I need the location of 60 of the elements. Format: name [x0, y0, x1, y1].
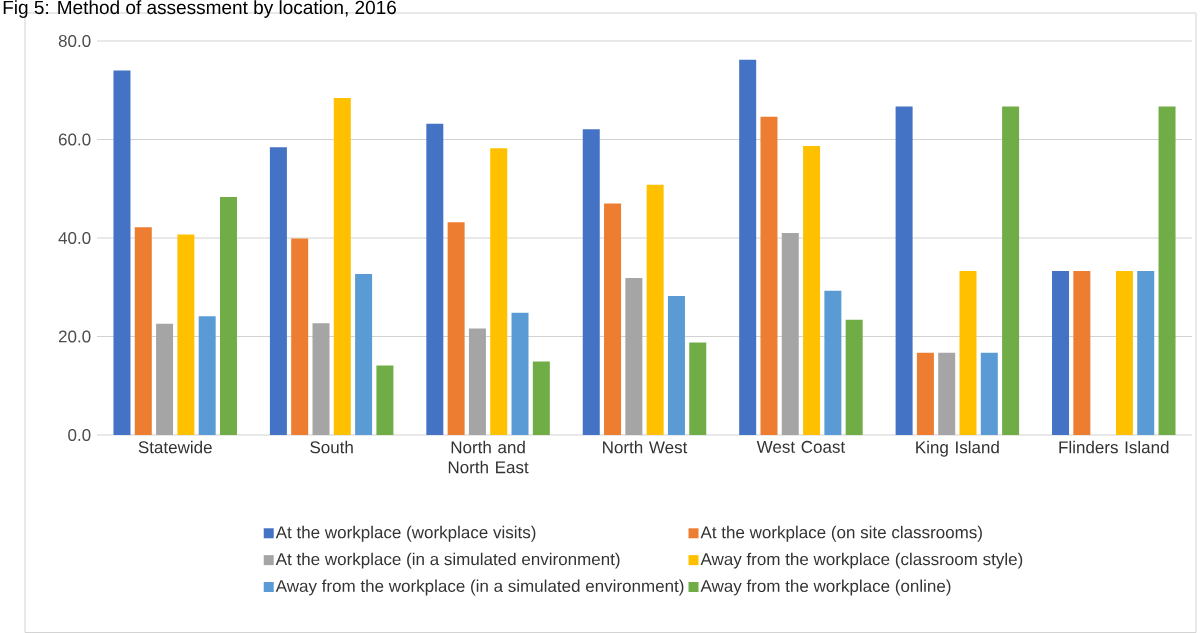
bar — [980, 352, 998, 435]
x-tick-label: North and North East — [448, 440, 529, 474]
bar — [198, 316, 216, 435]
bar — [1073, 270, 1091, 435]
bar — [511, 312, 529, 435]
bar — [156, 323, 174, 435]
legend-label: Away from the workplace (classroom style) — [700, 552, 1023, 569]
bar — [376, 365, 394, 435]
bar — [760, 116, 778, 435]
x-tick-label: West Coast — [756, 440, 846, 453]
x-tick-label: Flinders Island — [1059, 440, 1169, 454]
bar — [1137, 270, 1155, 435]
bar — [646, 184, 664, 435]
legend-label: Away from the workplace (online) — [700, 579, 951, 596]
bar — [667, 296, 685, 435]
y-tick-label: 80.0 — [58, 34, 91, 48]
bar — [916, 352, 934, 435]
bar — [1052, 270, 1070, 435]
bar — [845, 319, 863, 435]
legend-label: At the workplace (on site classrooms) — [700, 525, 982, 542]
legend-label: Away from the workplace (in a simulated environment) — [275, 579, 684, 596]
y-tick-label: 20.0 — [58, 330, 91, 343]
bar — [689, 342, 707, 435]
bar — [582, 129, 600, 435]
x-tick-label: Statewide — [138, 440, 212, 454]
x-tick-label: North West — [603, 440, 688, 454]
bar — [312, 323, 330, 435]
bar — [269, 147, 287, 435]
bar — [355, 273, 373, 435]
bar — [426, 123, 444, 435]
bar — [1002, 106, 1020, 435]
y-tick-label: 0.0 — [68, 428, 91, 442]
y-tick-label: 60.0 — [58, 133, 91, 146]
bar — [219, 197, 237, 435]
bar — [625, 277, 643, 435]
bar — [824, 290, 842, 435]
bar — [490, 148, 508, 435]
bar — [291, 238, 309, 435]
bar — [113, 70, 131, 435]
bar — [739, 59, 757, 435]
bar — [803, 145, 821, 435]
bar — [959, 270, 977, 435]
x-tick-label: King Island — [916, 440, 999, 457]
bar — [532, 361, 550, 435]
bar — [447, 222, 465, 435]
bar — [604, 203, 622, 435]
bar — [938, 352, 956, 435]
x-tick-label: South — [310, 440, 353, 454]
bar — [134, 227, 152, 435]
chart-title: Fig 5: Method of assessment by location, 2016 — [3, 0, 396, 18]
bar — [1158, 106, 1176, 435]
bar — [333, 98, 351, 435]
bar — [895, 106, 913, 435]
bar — [468, 328, 486, 435]
legend-label: At the workplace (in a simulated environment) — [275, 552, 620, 569]
bar — [1115, 270, 1133, 435]
bar — [177, 234, 195, 435]
legend-label: At the workplace (workplace visits) — [275, 525, 536, 542]
y-tick-label: 40.0 — [58, 231, 91, 245]
bar — [781, 233, 799, 435]
